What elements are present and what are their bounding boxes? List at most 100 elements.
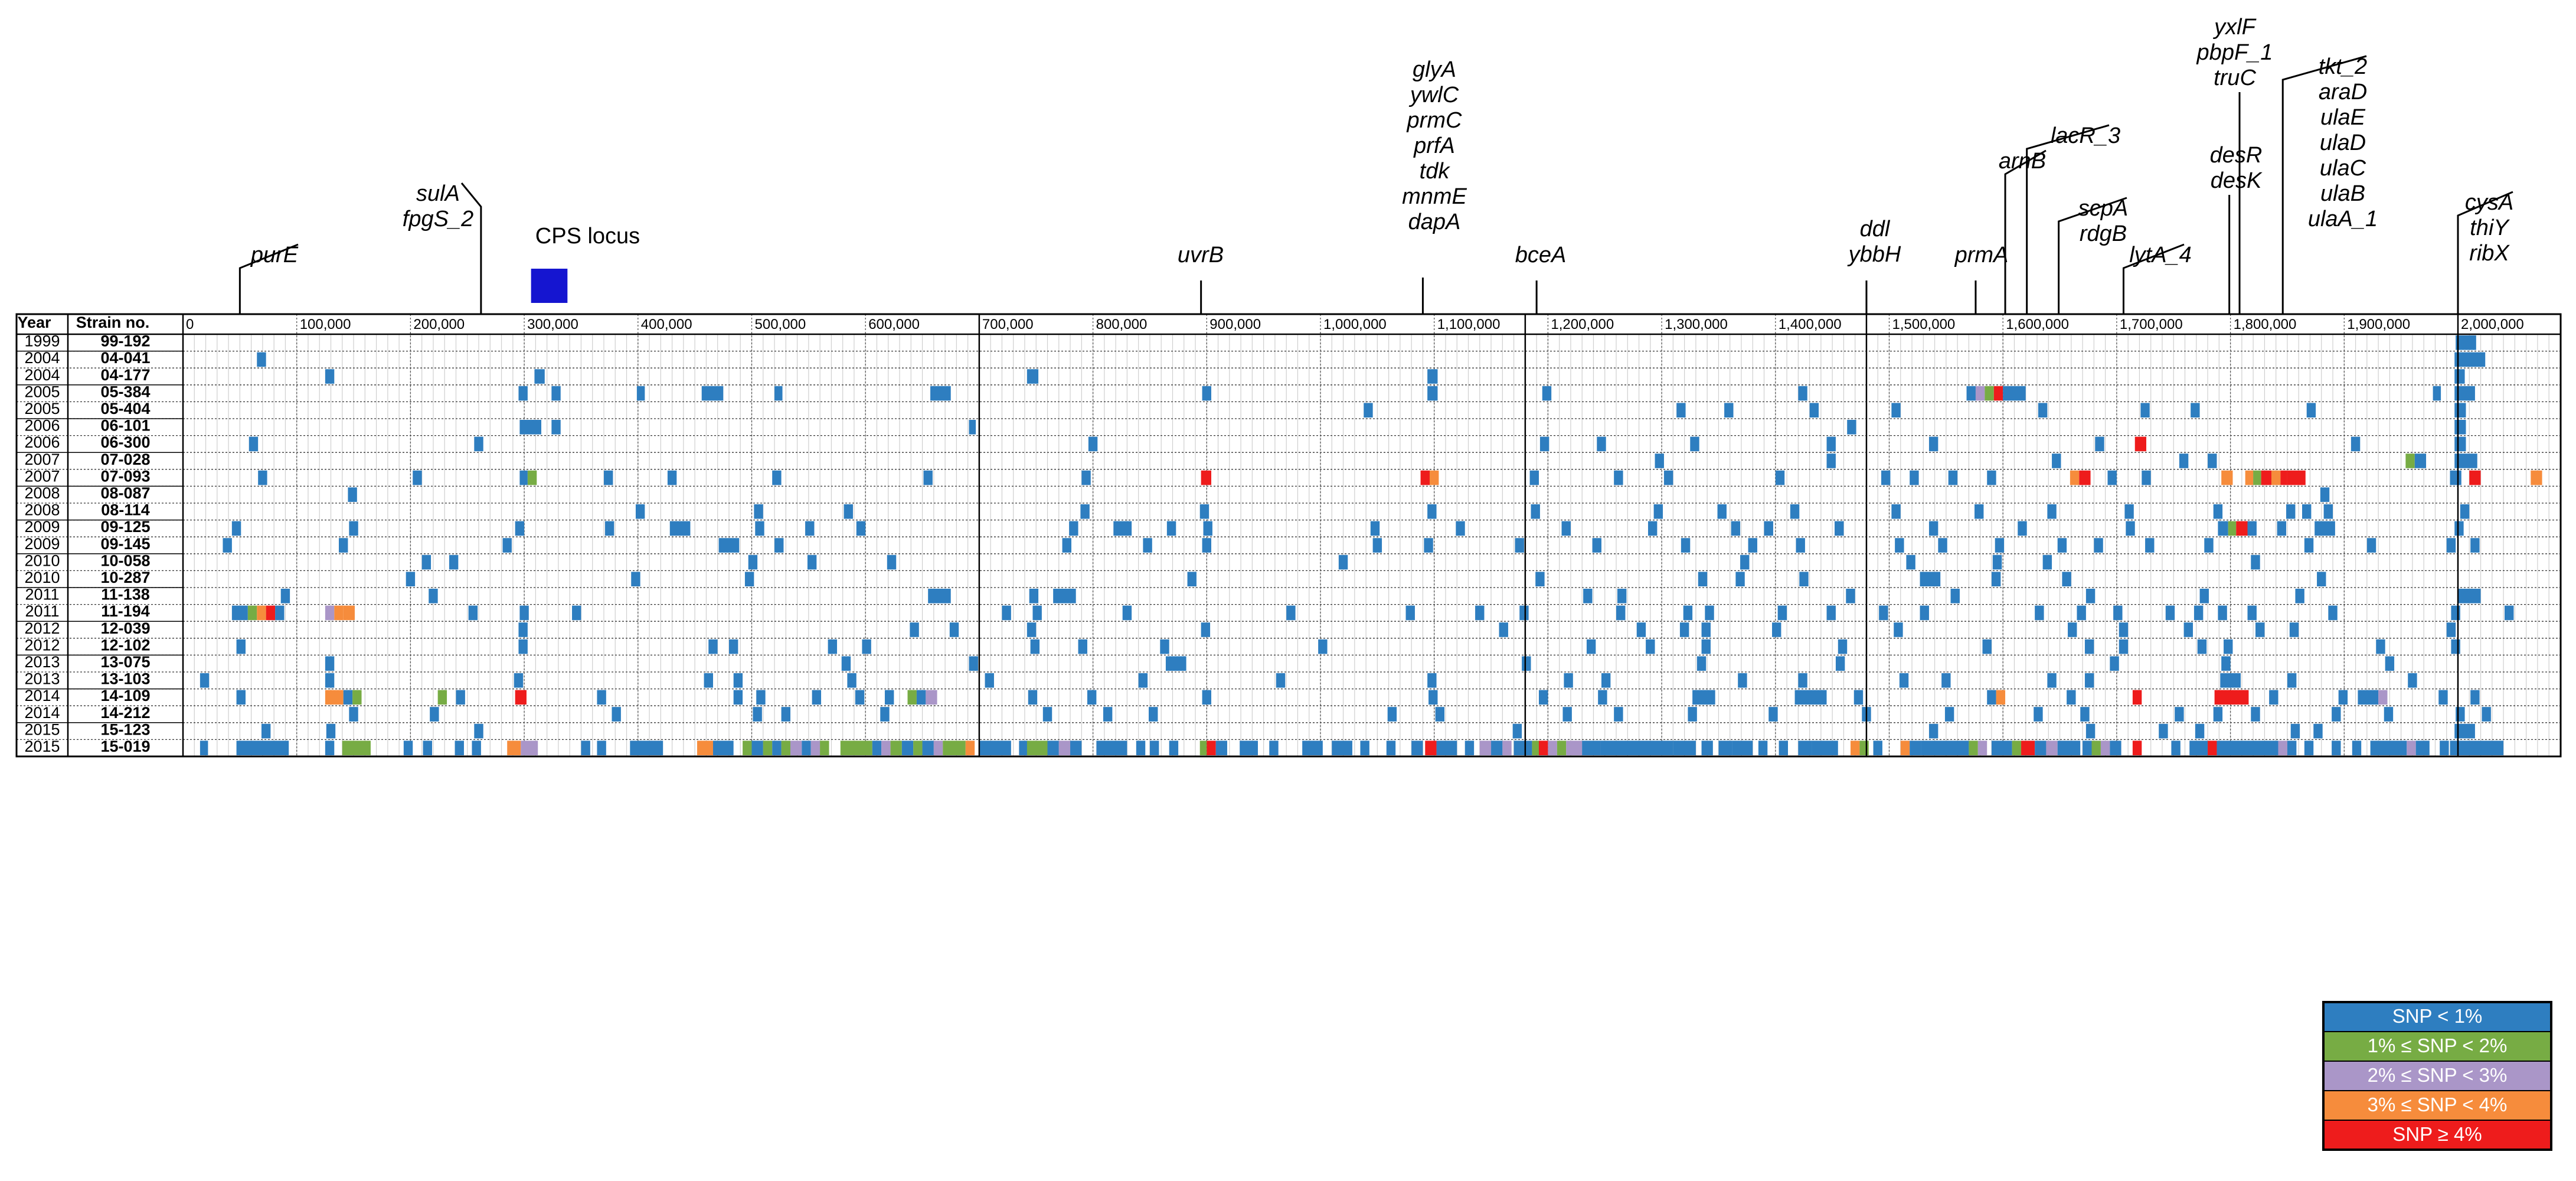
gene-name: desR — [2210, 143, 2263, 168]
snp-block — [1364, 403, 1373, 417]
snp-block — [257, 605, 266, 621]
snp-block — [1592, 538, 1601, 553]
row-year: 2012 — [24, 636, 60, 654]
gene-label-lacr-3: lacR_3 — [2026, 123, 2120, 314]
snp-block — [926, 690, 937, 705]
snp-block — [1614, 707, 1623, 722]
snp-block — [1944, 707, 1954, 722]
gene-name: thiY — [2470, 216, 2510, 240]
snp-block — [828, 639, 838, 654]
snp-block — [1646, 639, 1655, 654]
row-year: 2010 — [24, 552, 60, 569]
snp-block — [247, 605, 257, 621]
snp-block — [635, 504, 645, 519]
snp-block — [2287, 673, 2297, 688]
snp-block — [1859, 740, 1869, 755]
legend-swatch — [2323, 1061, 2552, 1091]
snp-block — [1692, 690, 1715, 705]
snp-block — [612, 707, 621, 722]
snp-block — [772, 470, 782, 485]
snp-block — [1835, 521, 1844, 536]
row-strain: 05-384 — [100, 383, 150, 400]
snp-block — [887, 554, 897, 570]
snp-block — [1894, 622, 1903, 637]
snp-block — [325, 690, 344, 705]
snp-block — [1199, 504, 1209, 519]
snp-block — [2165, 605, 2175, 621]
snp-block — [1696, 656, 1707, 671]
snp-block — [2021, 740, 2035, 755]
snp-block — [1548, 740, 1557, 755]
x-tick-label: 900,000 — [1209, 317, 1261, 332]
snp-block — [1062, 538, 1071, 553]
snp-block — [1562, 707, 1572, 722]
gene-name: sulA — [416, 181, 460, 206]
snp-block — [2304, 538, 2314, 553]
snp-block — [2217, 740, 2278, 755]
snp-block — [754, 504, 763, 519]
heatmap-grid — [17, 314, 2561, 756]
snp-block — [2358, 690, 2379, 705]
snp-block — [1029, 589, 1039, 603]
snp-block — [1698, 572, 1708, 586]
snp-block — [266, 605, 276, 621]
snp-block — [325, 369, 335, 384]
snp-block — [1950, 589, 1960, 603]
snp-block — [1428, 690, 1438, 705]
snp-block — [2038, 403, 2048, 417]
snp-block — [1538, 690, 1548, 705]
row-year: 2014 — [24, 687, 60, 704]
snp-block — [1879, 605, 1888, 621]
legend-label: 1% ≤ SNP < 2% — [2368, 1035, 2508, 1056]
snp-block — [326, 723, 336, 739]
snp-block — [667, 470, 677, 485]
snp-block — [2454, 436, 2466, 452]
snp-block — [572, 605, 581, 621]
snp-block — [2228, 521, 2237, 536]
snp-block — [872, 740, 882, 755]
snp-block — [521, 740, 538, 755]
snp-block — [2247, 605, 2257, 621]
snp-block — [1891, 504, 1901, 519]
snp-block — [348, 487, 357, 502]
snp-block — [2332, 707, 2341, 722]
snp-block — [2438, 690, 2448, 705]
snp-block — [2289, 622, 2299, 637]
snp-block — [2317, 572, 2326, 586]
snp-block — [519, 605, 529, 621]
row-year: 2010 — [24, 569, 60, 586]
snp-block — [855, 690, 865, 705]
snp-block — [1387, 707, 1397, 722]
x-tick-label: 300,000 — [527, 317, 578, 332]
snp-block — [1081, 470, 1091, 485]
row-strain: 11-194 — [101, 602, 150, 620]
snp-block — [1027, 740, 1048, 755]
snp-block — [2470, 538, 2480, 553]
row-strain: 04-177 — [100, 366, 150, 384]
snp-block — [2018, 521, 2027, 536]
snp-block — [1318, 639, 1328, 654]
snp-block — [2261, 470, 2271, 485]
snp-block — [2255, 622, 2265, 637]
snp-block — [1764, 521, 1773, 536]
snp-block — [2531, 470, 2542, 485]
snp-block — [2208, 454, 2217, 468]
row-strain: 08-087 — [100, 484, 150, 502]
snp-block — [2286, 504, 2296, 519]
snp-block — [2110, 740, 2121, 755]
snp-block — [1663, 470, 1673, 485]
snp-block — [1982, 639, 1992, 654]
snp-block — [413, 470, 422, 485]
snp-block — [1794, 690, 1827, 705]
row-strain: 13-075 — [100, 653, 150, 671]
gene-name: ulaE — [2320, 105, 2366, 130]
gene-label-arnb: arnB — [1999, 149, 2047, 314]
snp-block — [2208, 740, 2217, 755]
row-year: 2011 — [25, 602, 59, 620]
row-year: 2013 — [24, 670, 60, 688]
snp-block — [2338, 690, 2348, 705]
gene-name: fpgS_2 — [403, 207, 473, 231]
snp-block — [2451, 639, 2460, 654]
snp-block — [2193, 605, 2204, 621]
